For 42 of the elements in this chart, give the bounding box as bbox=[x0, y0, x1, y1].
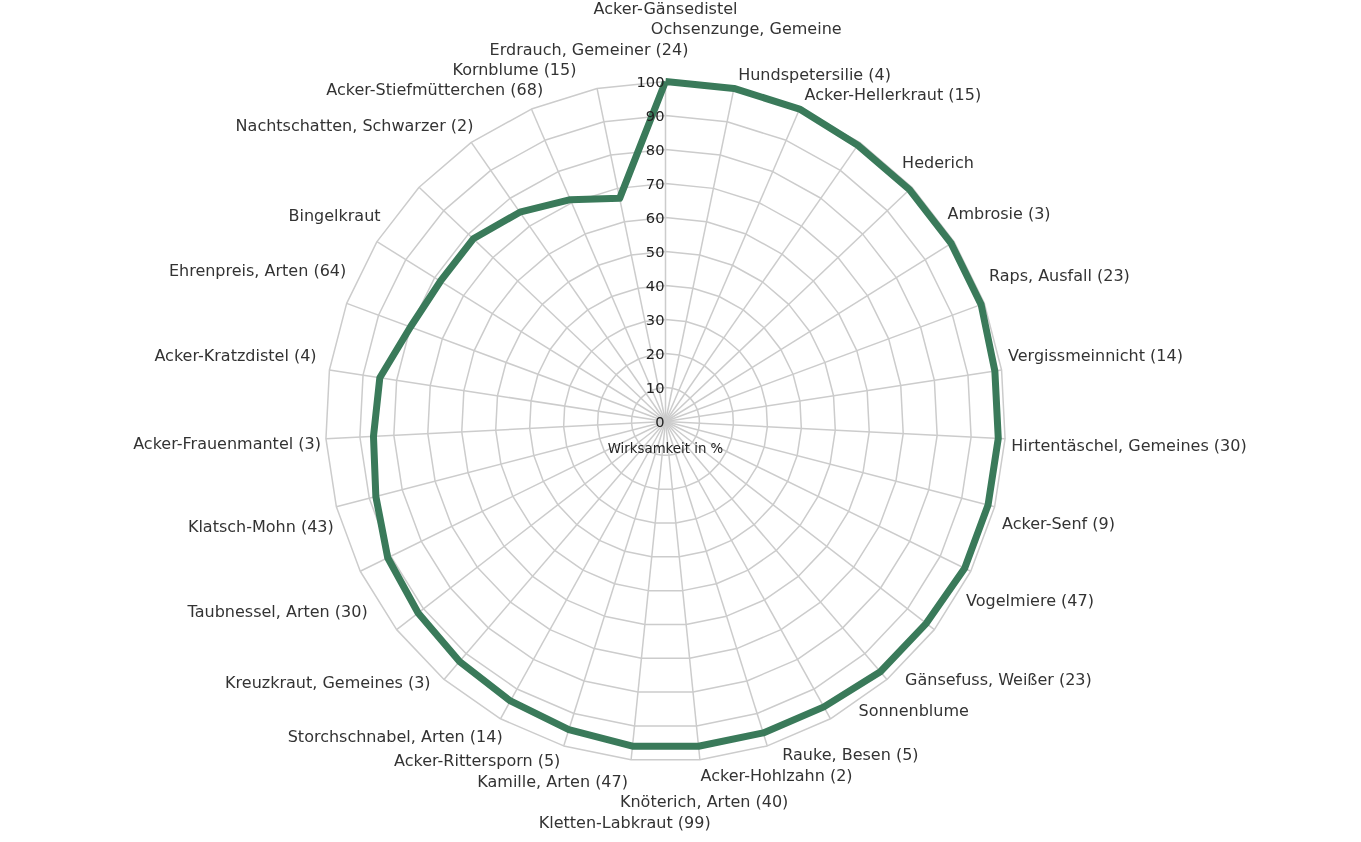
y-tick-label: 30 bbox=[645, 310, 665, 328]
spoke-label: Raps, Ausfall (23) bbox=[988, 266, 1130, 286]
spoke-label: Acker-Rittersporn (5) bbox=[394, 751, 561, 771]
text: Wirksamkeit in % bbox=[607, 441, 724, 457]
spoke-label: Hundspetersilie (4) bbox=[738, 64, 891, 84]
spoke-label: Kamille, Arten (47) bbox=[477, 771, 628, 791]
spoke-label: Kreuzkraut, Gemeines (3) bbox=[225, 673, 431, 693]
spoke-label: Ehrenpreis, Arten (64) bbox=[168, 260, 347, 280]
spoke-label: Vogelmiere (47) bbox=[966, 590, 1094, 610]
y-tick-label: 50 bbox=[645, 242, 665, 260]
spoke-label: Kornblume (15) bbox=[452, 60, 577, 80]
spoke-label: Hirtentäschel, Gemeines (30) bbox=[1011, 435, 1247, 455]
spoke-label: Kletten-Labkraut (99) bbox=[538, 812, 711, 832]
spoke-label: Bingelkraut bbox=[288, 205, 381, 225]
y-tick-label: 20 bbox=[645, 344, 665, 362]
y-tick-label: 40 bbox=[645, 276, 665, 294]
y-tick-label: 70 bbox=[645, 174, 665, 192]
spoke-label: Acker-Senf (9) bbox=[1002, 513, 1115, 533]
y-tick-label: 100 bbox=[636, 72, 665, 90]
spoke-label: Ambrosie (3) bbox=[947, 204, 1051, 224]
y-tick-label: 0 bbox=[655, 412, 665, 430]
spoke-label: Acker-Hellerkraut (15) bbox=[804, 85, 982, 105]
y-tick-label: 60 bbox=[645, 208, 665, 226]
spoke-label: Gänsefuss, Weißer (23) bbox=[905, 669, 1092, 689]
spoke-label: Nachtschatten, Schwarzer (2) bbox=[235, 116, 474, 136]
y-tick-label: 80 bbox=[645, 140, 665, 158]
spoke-label: Acker-Hohlzahn (2) bbox=[700, 765, 853, 785]
y-tick-label: 10 bbox=[645, 378, 665, 396]
spoke-label: Hederich bbox=[902, 152, 974, 172]
spoke-label: Acker-Stiefmütterchen (68) bbox=[326, 80, 544, 100]
spoke-label: Sonnenblume bbox=[858, 701, 969, 721]
spoke-label: Taubnessel, Arten (30) bbox=[186, 602, 368, 622]
spoke-label: Vergissmeinnicht (14) bbox=[1008, 346, 1183, 366]
spoke-label: Klatsch-Mohn (43) bbox=[187, 516, 334, 536]
spoke-label: Acker-Gänsedistel bbox=[593, 0, 738, 18]
spoke-label: Storchschnabel, Arten (14) bbox=[287, 726, 503, 746]
spoke-label: Ochsenzunge, Gemeine bbox=[650, 19, 842, 39]
spoke-label: Knöterich, Arten (40) bbox=[619, 792, 789, 812]
spoke-label: Acker-Frauenmantel (3) bbox=[133, 434, 321, 454]
spoke-label: Acker-Kratzdistel (4) bbox=[154, 346, 317, 366]
spoke-label: Erdrauch, Gemeiner (24) bbox=[489, 39, 689, 59]
spoke-label: Rauke, Besen (5) bbox=[782, 745, 919, 765]
